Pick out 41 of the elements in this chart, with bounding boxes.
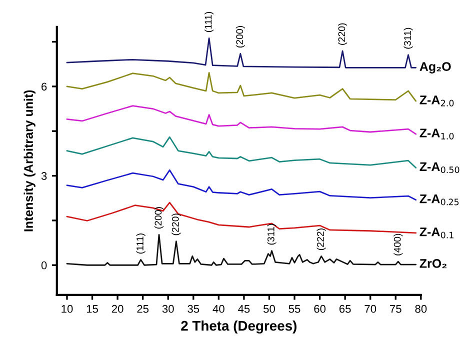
x-axis-title: 2 Theta (Degrees) [181,320,296,334]
x-tick-label: 55 [288,305,300,313]
line-series [66,169,417,201]
annotation: (311) [267,224,276,245]
series-label: ZrO₂ [420,259,447,268]
series-label: Z-A$_{2.0}$ [420,96,454,106]
series-label: Z-A$_{0.50}$ [420,162,460,174]
line-series [66,105,417,135]
x-tick-label: 10 [62,304,73,313]
series-label: Ag₂O [420,62,451,74]
x-tick-label: 50 [264,304,275,313]
x-tick-label: 30 [162,304,174,313]
x-tick-label: 20 [112,304,124,313]
x-tick-label: 40 [212,304,224,313]
y-tick-label: 3 [41,172,47,180]
annotation: (220) [172,214,181,236]
line-series [66,72,417,102]
series-label: Z-A$_{1.0}$ [420,128,454,140]
annotation: (400) [394,234,403,256]
y-axis-title: Intensity (Arbitrary unit) [24,90,36,232]
series-label: Z-A$_{0.25}$ [420,194,459,206]
annotation: (111) [204,12,214,32]
x-tick-label: 65 [339,304,351,313]
x-tick-label: 80 [415,304,427,313]
annotation: (311) [404,28,413,49]
x-tick-label: 45 [238,305,250,313]
y-tick-label: 0 [41,261,47,270]
annotation: (200) [236,26,245,48]
x-tick-label: 15 [86,305,98,313]
annotation: (222) [316,228,326,250]
annotation: (111) [136,234,146,254]
series-label: Z-A$_{0.1}$ [420,228,454,238]
line-series [66,136,417,168]
x-tick-label: 25 [137,304,149,313]
x-tick-label: 60 [314,304,326,313]
x-tick-label: 75 [390,305,402,313]
x-tick-label: 70 [364,304,376,313]
annotation: (200) [154,207,164,229]
y-tick-label: 6 [42,82,47,91]
annotation: (220) [338,23,348,45]
x-tick-label: 35 [188,304,200,313]
